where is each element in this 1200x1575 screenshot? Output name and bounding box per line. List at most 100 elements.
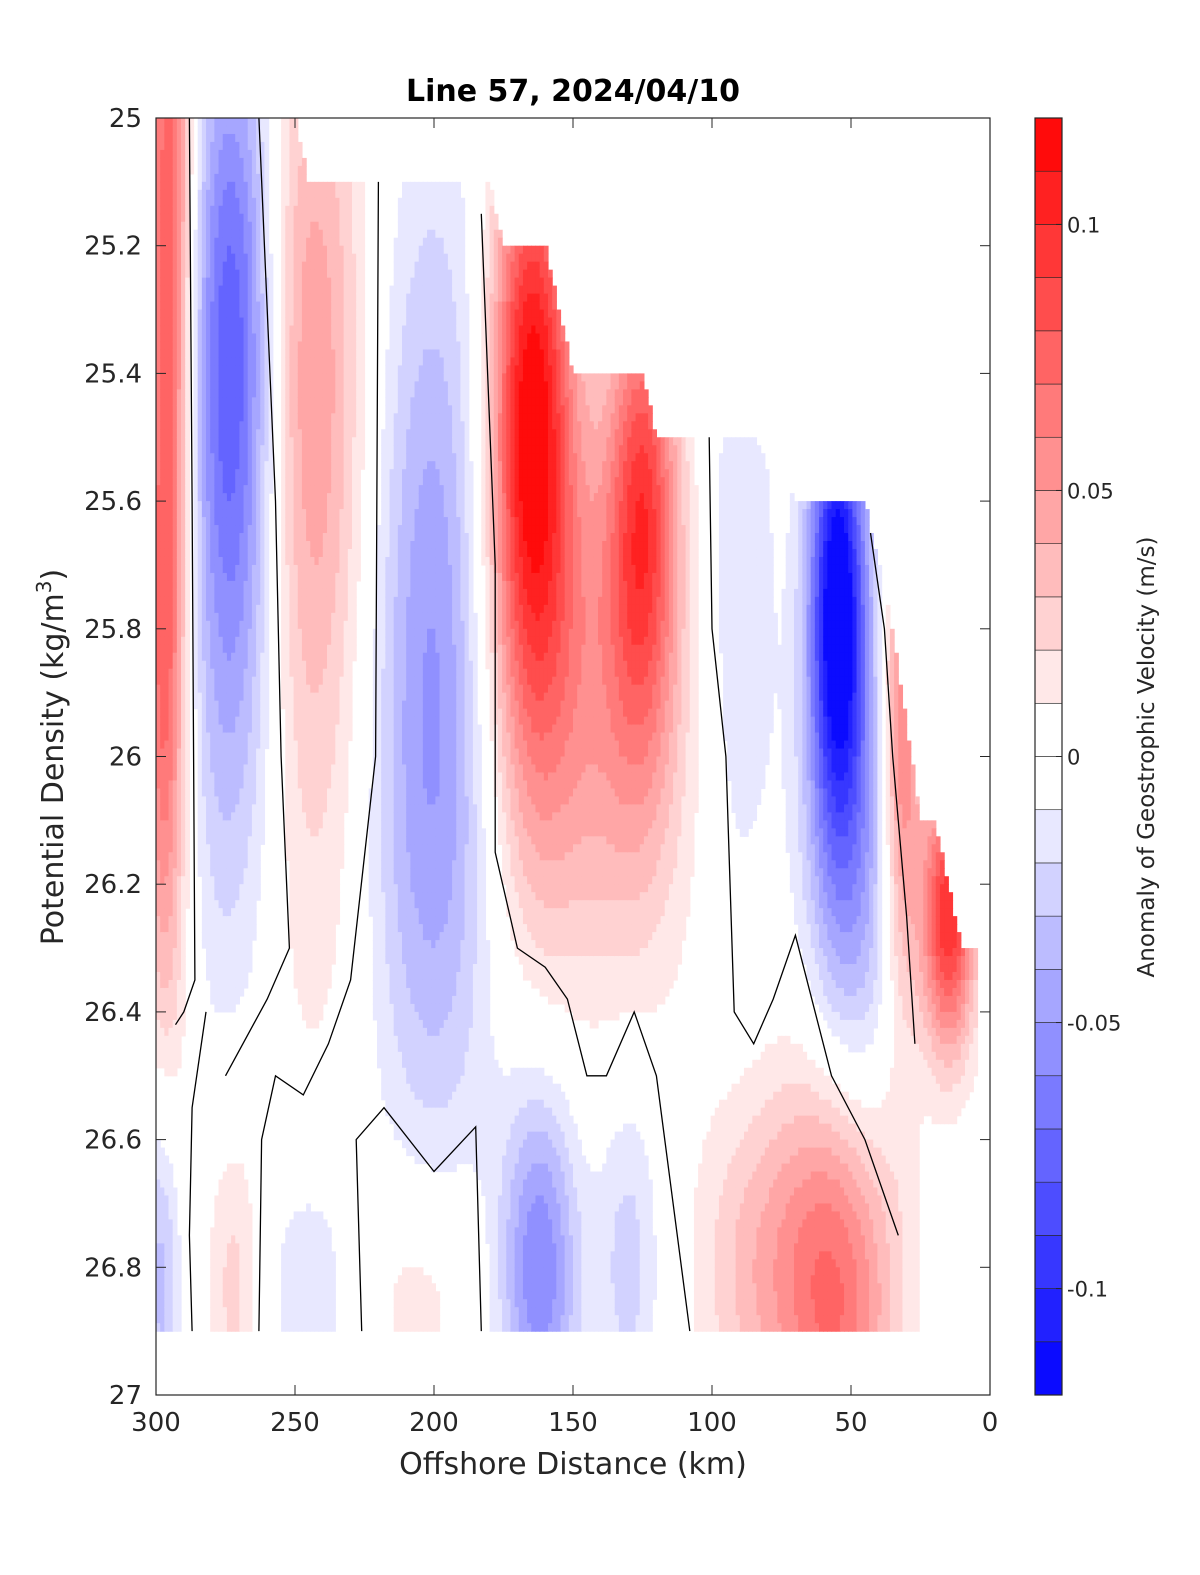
field-cell bbox=[219, 174, 224, 183]
field-cell bbox=[194, 509, 199, 518]
field-cell bbox=[181, 573, 186, 582]
field-cell bbox=[323, 445, 328, 454]
field-cell bbox=[344, 589, 349, 598]
field-cell bbox=[210, 605, 215, 614]
field-cell bbox=[302, 1283, 307, 1292]
field-cell bbox=[223, 924, 228, 933]
field-cell bbox=[331, 940, 336, 949]
field-cell bbox=[310, 222, 315, 231]
field-cell bbox=[298, 764, 303, 773]
field-cell bbox=[160, 501, 165, 510]
field-cell bbox=[323, 653, 328, 662]
field-cell bbox=[256, 230, 261, 239]
field-cell bbox=[169, 477, 174, 486]
field-cell bbox=[319, 341, 324, 350]
field-cell bbox=[319, 557, 324, 566]
field-cell bbox=[239, 278, 244, 287]
field-cell bbox=[298, 1243, 303, 1252]
field-cell bbox=[210, 397, 215, 406]
field-cell bbox=[214, 733, 219, 742]
field-cell bbox=[194, 613, 199, 622]
field-cell bbox=[223, 405, 228, 414]
field-cell bbox=[202, 613, 207, 622]
field-cell bbox=[281, 685, 286, 694]
field-cell bbox=[156, 341, 161, 350]
field-cell bbox=[327, 302, 332, 311]
field-cell bbox=[239, 381, 244, 390]
field-cell bbox=[219, 852, 224, 861]
field-cell bbox=[323, 996, 328, 1005]
field-cell bbox=[310, 198, 315, 207]
field-cell bbox=[202, 302, 207, 311]
field-cell bbox=[252, 429, 257, 438]
field-cell bbox=[319, 1235, 324, 1244]
field-cell bbox=[164, 573, 169, 582]
field-cell bbox=[202, 198, 207, 207]
field-cell bbox=[298, 948, 303, 957]
field-cell bbox=[231, 222, 236, 231]
field-cell bbox=[160, 1219, 165, 1228]
field-cell bbox=[248, 709, 253, 718]
field-cell bbox=[252, 118, 257, 127]
field-cell bbox=[285, 262, 290, 271]
field-cell bbox=[231, 230, 236, 239]
field-cell bbox=[181, 469, 186, 478]
field-cell bbox=[198, 246, 203, 255]
field-cell bbox=[181, 214, 186, 223]
field-cell bbox=[164, 1044, 169, 1053]
field-cell bbox=[181, 677, 186, 686]
field-cell bbox=[194, 661, 199, 670]
field-cell bbox=[327, 717, 332, 726]
field-cell bbox=[264, 501, 269, 510]
field-cell bbox=[164, 445, 169, 454]
field-cell bbox=[244, 764, 249, 773]
field-cell bbox=[314, 389, 319, 398]
field-cell bbox=[164, 852, 169, 861]
field-cell bbox=[177, 198, 182, 207]
field-cell bbox=[223, 509, 228, 518]
field-cell bbox=[185, 884, 190, 893]
field-cell bbox=[319, 613, 324, 622]
field-cell bbox=[219, 645, 224, 654]
field-cell bbox=[310, 517, 315, 526]
field-cell bbox=[177, 709, 182, 718]
field-cell bbox=[223, 980, 228, 989]
field-cell bbox=[202, 206, 207, 215]
field-cell bbox=[181, 932, 186, 941]
field-cell bbox=[235, 365, 240, 374]
field-cell bbox=[173, 214, 178, 223]
field-cell bbox=[231, 1275, 236, 1284]
field-cell bbox=[244, 134, 249, 143]
field-cell bbox=[331, 206, 336, 215]
field-cell bbox=[281, 421, 286, 430]
field-cell bbox=[289, 820, 294, 829]
field-cell bbox=[214, 940, 219, 949]
field-cell bbox=[302, 437, 307, 446]
field-cell bbox=[323, 1291, 328, 1300]
field-cell bbox=[239, 286, 244, 295]
field-cell bbox=[223, 621, 228, 630]
field-cell bbox=[306, 613, 311, 622]
field-cell bbox=[156, 262, 161, 271]
field-cell bbox=[310, 294, 315, 303]
field-cell bbox=[235, 637, 240, 646]
field-cell bbox=[202, 333, 207, 342]
field-cell bbox=[227, 836, 232, 845]
field-cell bbox=[260, 461, 265, 470]
field-cell bbox=[344, 373, 349, 382]
field-cell bbox=[302, 645, 307, 654]
field-cell bbox=[298, 206, 303, 215]
field-cell bbox=[173, 685, 178, 694]
field-cell bbox=[235, 764, 240, 773]
field-cell bbox=[219, 373, 224, 382]
field-cell bbox=[289, 1283, 294, 1292]
field-cell bbox=[169, 892, 174, 901]
field-cell bbox=[298, 637, 303, 646]
field-cell bbox=[227, 653, 232, 662]
field-cell bbox=[319, 820, 324, 829]
field-cell bbox=[252, 788, 257, 797]
field-cell bbox=[335, 286, 340, 295]
field-cell bbox=[227, 429, 232, 438]
field-cell bbox=[331, 852, 336, 861]
field-cell bbox=[181, 254, 186, 263]
